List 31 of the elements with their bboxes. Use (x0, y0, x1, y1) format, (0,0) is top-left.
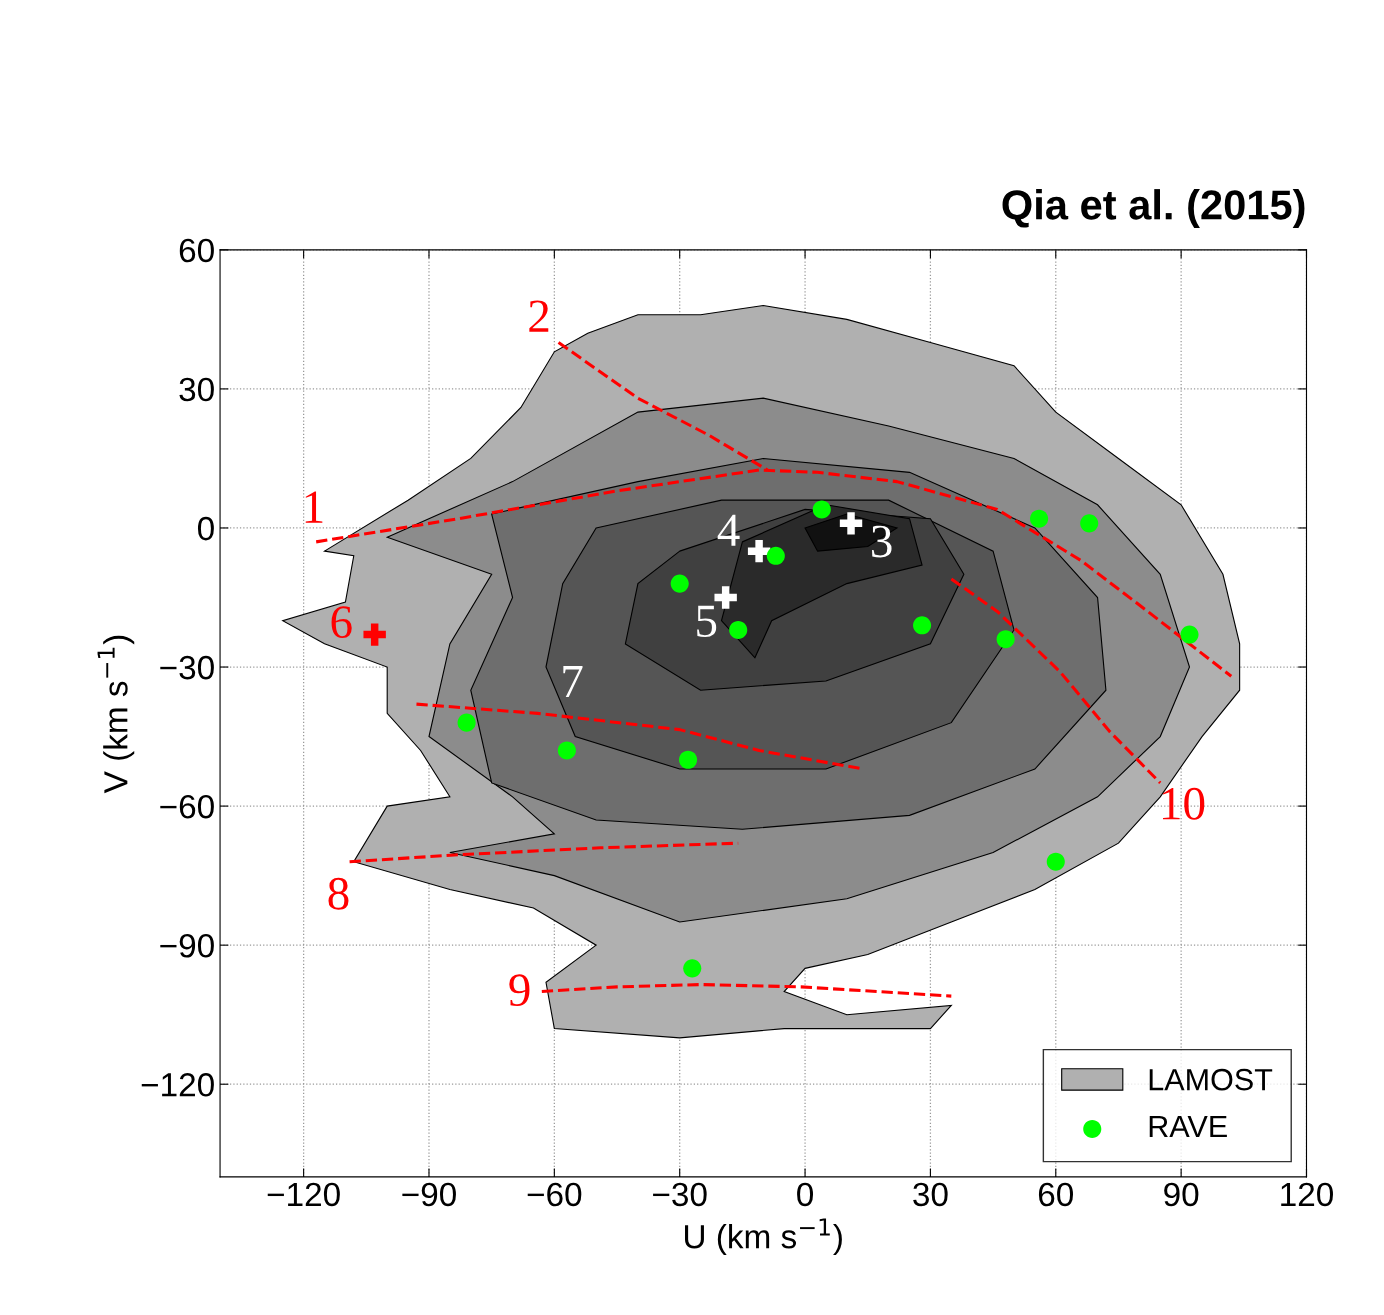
series-label: 6 (331, 606, 352, 639)
x-tick-label: 120 (1281, 1182, 1333, 1207)
series-label: 5 (697, 605, 717, 638)
y-tick-label: −90 (160, 933, 214, 958)
x-tick-label: 30 (913, 1182, 948, 1207)
series-label: 10 (1163, 787, 1205, 820)
legend-label: LAMOST (1149, 1068, 1273, 1091)
series-label: 1 (305, 491, 323, 523)
series-label: 9 (509, 974, 530, 1007)
x-axis-title: U (km s$^{−1}$) (685, 1218, 842, 1256)
series-label: 4 (717, 514, 740, 546)
series-label: 3 (872, 525, 892, 558)
y-tick-label: −120 (141, 1073, 214, 1097)
y-tick-label: −60 (160, 794, 214, 819)
y-tick-label: 60 (179, 238, 214, 263)
annotation: 7 (563, 666, 583, 697)
x-tick-label: 0 (797, 1182, 814, 1207)
series-label: 8 (328, 877, 349, 910)
y-axis-title: V (km s$^{−1}$) (97, 635, 135, 794)
series-label: 2 (529, 300, 549, 332)
y-tick-label: 30 (179, 377, 214, 402)
y-tick-label: 0 (197, 516, 214, 541)
y-tick-label: −30 (160, 655, 214, 680)
x-tick-label: 90 (1164, 1182, 1199, 1207)
x-tick-label: −30 (653, 1182, 707, 1207)
x-tick-label: −90 (402, 1182, 456, 1207)
chart-title: Qia et al. (2015) (1002, 189, 1305, 228)
x-tick-label: −120 (267, 1182, 340, 1207)
x-tick-label: 60 (1038, 1182, 1074, 1207)
x-tick-label: −60 (527, 1182, 582, 1207)
legend-label: RAVE (1149, 1115, 1227, 1137)
